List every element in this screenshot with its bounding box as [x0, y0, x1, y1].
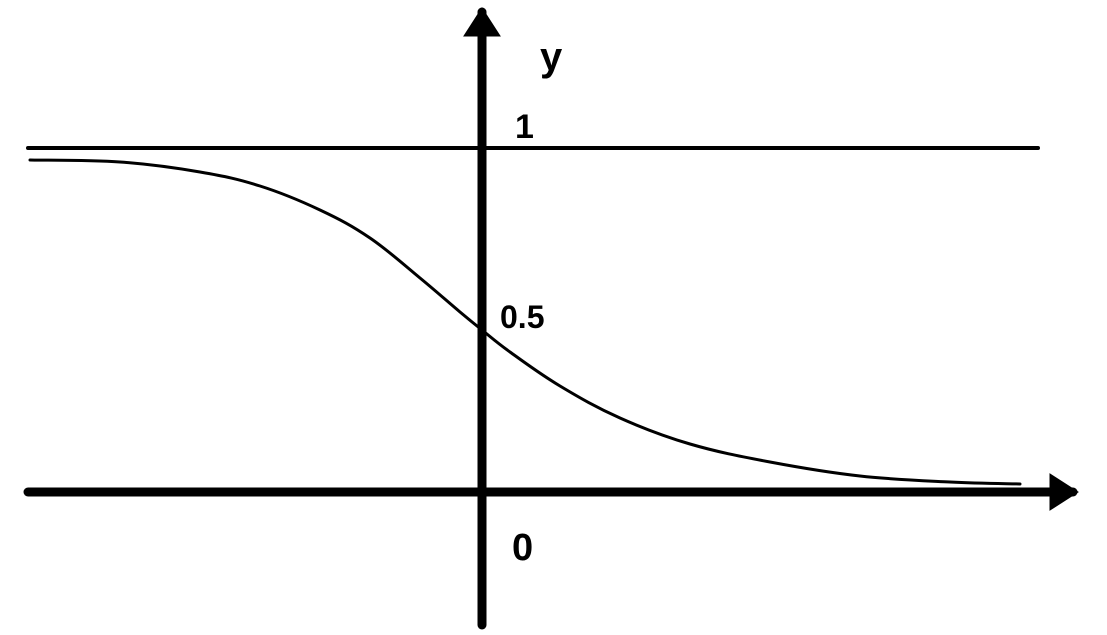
tick-label-half: 0.5 [500, 299, 544, 335]
y-axis-label: y [540, 35, 563, 79]
chart-background [0, 0, 1107, 635]
tick-label-one: 1 [515, 108, 534, 146]
origin-label: 0 [512, 527, 533, 569]
